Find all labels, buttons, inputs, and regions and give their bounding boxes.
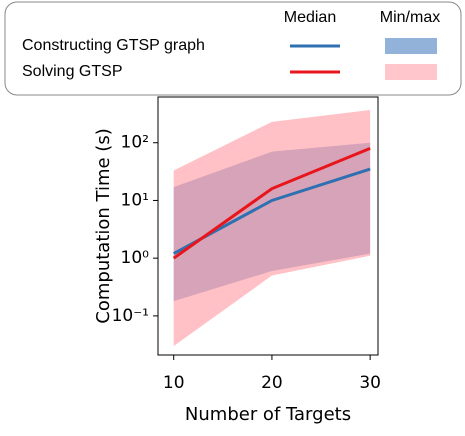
- x-tick-label: 30: [359, 373, 381, 393]
- legend-header: Min/max: [380, 9, 440, 26]
- axes-frame: [157, 96, 379, 356]
- legend-header: Median: [284, 9, 336, 26]
- x-axis-label: Number of Targets: [185, 404, 351, 425]
- x-tick-label: 10: [163, 373, 185, 393]
- y-tick-label: 10²: [121, 133, 149, 153]
- y-tick-label: 10¹: [121, 190, 149, 210]
- y-tick-label: 10⁰: [121, 248, 150, 268]
- legend-label: Solving GTSP: [22, 63, 122, 80]
- y-axis-label: Computation Time (s): [93, 128, 114, 323]
- median-line: [172, 146, 371, 260]
- legend-patch: [385, 64, 437, 80]
- min-max-band: [173, 109, 371, 347]
- x-tick-label: 20: [261, 373, 283, 393]
- legend-box: [4, 1, 462, 96]
- y-tick-label: 10⁻¹: [112, 306, 149, 326]
- legend-label: Constructing GTSP graph: [22, 37, 205, 54]
- legend-patch: [385, 38, 437, 54]
